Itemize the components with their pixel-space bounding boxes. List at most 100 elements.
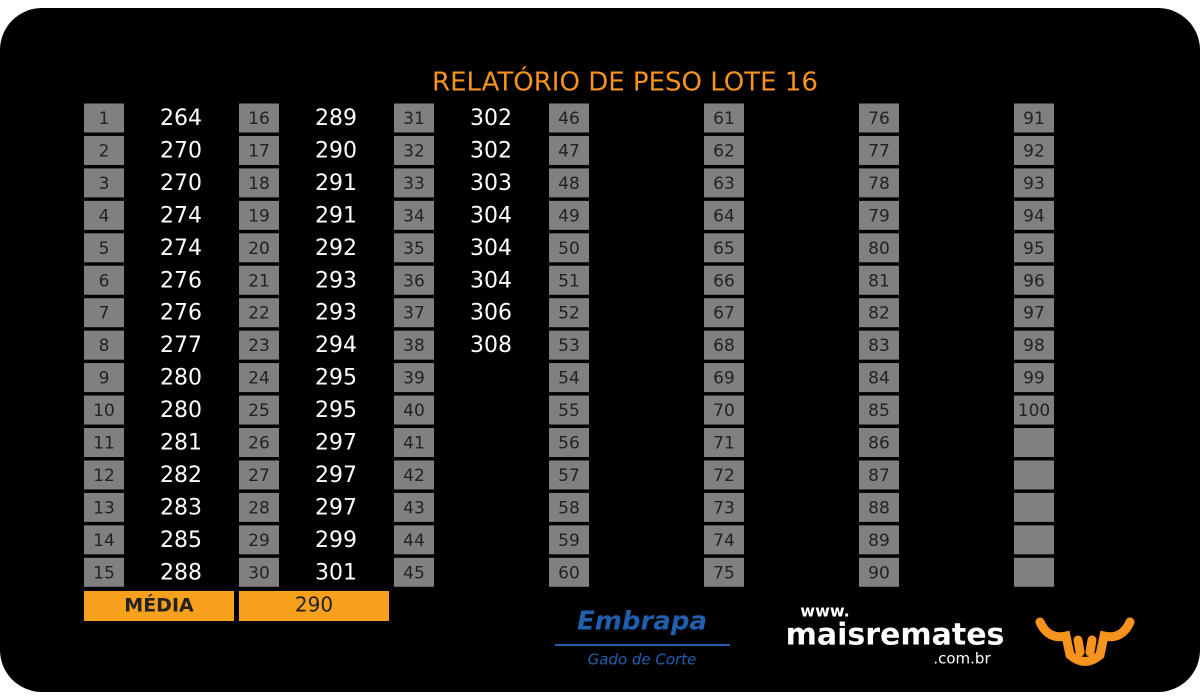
embrapa-logo: Embrapa bbox=[577, 607, 707, 637]
animal-number: 82 bbox=[868, 304, 890, 324]
number-box bbox=[704, 525, 744, 555]
number-box bbox=[704, 233, 744, 263]
animal-number: 100 bbox=[1018, 401, 1050, 421]
weight: 291 bbox=[315, 203, 357, 228]
number-box bbox=[704, 492, 744, 522]
weight: 281 bbox=[160, 431, 202, 456]
number-box bbox=[84, 428, 124, 457]
number-box bbox=[394, 265, 434, 295]
number-box bbox=[84, 525, 124, 555]
animal-number: 8 bbox=[99, 336, 110, 356]
animal-number: 3 bbox=[99, 174, 110, 194]
weight: 270 bbox=[160, 171, 202, 196]
number-box bbox=[549, 233, 589, 263]
animal-number: 16 bbox=[248, 109, 270, 129]
animal-number: 65 bbox=[713, 239, 735, 259]
weight: 276 bbox=[160, 301, 202, 326]
number-box bbox=[1014, 135, 1054, 165]
animal-number: 34 bbox=[403, 206, 425, 226]
title: RELATÓRIO DE PESO LOTE 16 bbox=[432, 66, 818, 98]
weight: 285 bbox=[160, 528, 202, 553]
animal-number: 67 bbox=[713, 304, 735, 324]
animal-number: 88 bbox=[868, 498, 890, 518]
animal-number: 22 bbox=[248, 304, 270, 324]
animal-number: 7 bbox=[99, 304, 110, 324]
animal-number: 14 bbox=[93, 531, 115, 551]
animal-number: 48 bbox=[558, 174, 580, 194]
animal-number: 55 bbox=[558, 401, 580, 421]
number-box bbox=[239, 135, 279, 165]
number-box bbox=[549, 395, 589, 425]
number-box bbox=[1014, 233, 1054, 263]
number-box bbox=[549, 460, 589, 490]
background bbox=[0, 8, 1200, 692]
weight: 297 bbox=[315, 463, 357, 488]
animal-number: 64 bbox=[713, 206, 735, 226]
animal-number: 33 bbox=[403, 174, 425, 194]
animal-number: 77 bbox=[868, 141, 890, 161]
weight: 294 bbox=[315, 333, 357, 358]
number-box bbox=[394, 460, 434, 490]
animal-number: 99 bbox=[1023, 369, 1045, 389]
number-box bbox=[549, 298, 589, 328]
weight: 288 bbox=[160, 560, 202, 585]
animal-number: 30 bbox=[248, 563, 270, 583]
animal-number: 71 bbox=[713, 434, 735, 454]
number-box bbox=[704, 103, 744, 133]
number-box bbox=[859, 200, 899, 230]
weight: 295 bbox=[315, 398, 357, 423]
number-box bbox=[859, 460, 899, 490]
number-box bbox=[549, 330, 589, 360]
animal-number: 15 bbox=[93, 563, 115, 583]
animal-number: 28 bbox=[248, 498, 270, 518]
animal-number: 5 bbox=[99, 239, 110, 259]
weight: 297 bbox=[315, 495, 357, 520]
animal-number: 70 bbox=[713, 401, 735, 421]
animal-number: 40 bbox=[403, 401, 425, 421]
number-box bbox=[859, 525, 899, 555]
number-box bbox=[859, 103, 899, 133]
number-box bbox=[549, 557, 589, 587]
animal-number: 29 bbox=[248, 531, 270, 551]
number-box bbox=[394, 135, 434, 165]
number-box bbox=[1014, 525, 1054, 555]
animal-number: 43 bbox=[403, 498, 425, 518]
animal-number: 98 bbox=[1023, 336, 1045, 356]
animal-number: 26 bbox=[248, 434, 270, 454]
average-value: 290 bbox=[295, 593, 333, 617]
number-box bbox=[704, 428, 744, 457]
animal-number: 13 bbox=[93, 498, 115, 518]
weight: 304 bbox=[470, 203, 512, 228]
animal-number: 10 bbox=[93, 401, 115, 421]
animal-number: 44 bbox=[403, 531, 425, 551]
number-box bbox=[84, 135, 124, 165]
number-box bbox=[239, 428, 279, 457]
number-box bbox=[549, 265, 589, 295]
animal-number: 27 bbox=[248, 466, 270, 486]
number-box bbox=[549, 168, 589, 198]
weight: 291 bbox=[315, 171, 357, 196]
site-name: maisremates bbox=[786, 618, 1005, 653]
number-box bbox=[239, 395, 279, 425]
number-box bbox=[859, 363, 899, 393]
weight: 277 bbox=[160, 333, 202, 358]
weight: 264 bbox=[160, 106, 202, 131]
number-box bbox=[394, 168, 434, 198]
animal-number: 85 bbox=[868, 401, 890, 421]
animal-number: 90 bbox=[868, 563, 890, 583]
number-box bbox=[1014, 265, 1054, 295]
number-box bbox=[394, 557, 434, 587]
number-box bbox=[394, 298, 434, 328]
weight: 283 bbox=[160, 495, 202, 520]
number-box bbox=[394, 363, 434, 393]
number-box bbox=[859, 492, 899, 522]
number-box bbox=[84, 200, 124, 230]
weight: 301 bbox=[315, 560, 357, 585]
average-label: MÉDIA bbox=[124, 594, 194, 617]
embrapa-sub: Gado de Corte bbox=[588, 651, 697, 669]
number-box bbox=[239, 363, 279, 393]
number-box bbox=[394, 492, 434, 522]
number-box bbox=[1014, 395, 1054, 425]
animal-number: 83 bbox=[868, 336, 890, 356]
animal-number: 81 bbox=[868, 271, 890, 291]
